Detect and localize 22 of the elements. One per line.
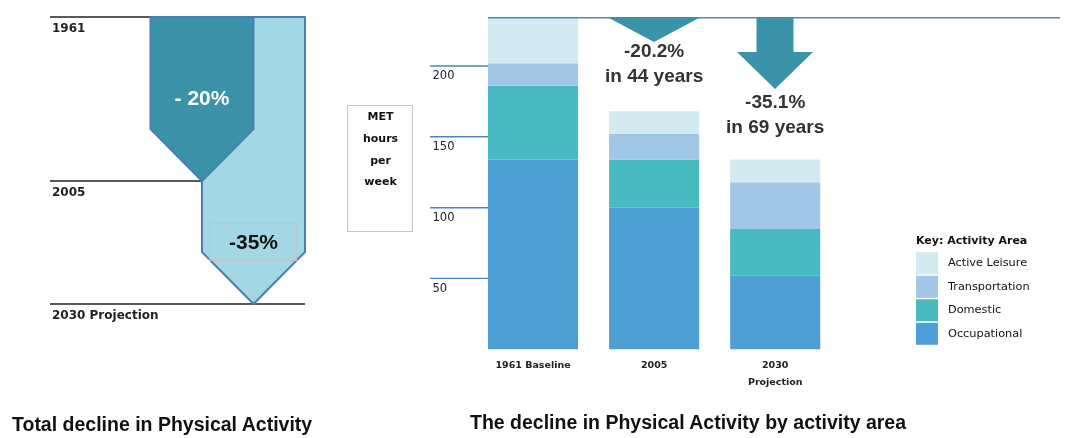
y-tick-label: 150 (432, 139, 455, 154)
legend-label: Domestic (948, 303, 1002, 317)
y-tick-label: 200 (432, 68, 455, 83)
legend-label: Active Leisure (948, 256, 1028, 270)
text: Total decline in Physical Activity (12, 413, 313, 435)
text: 2005 (52, 185, 86, 199)
x-tick-label: 2005 (640, 358, 668, 370)
annotation: -35.1% in 69 years (726, 90, 825, 137)
text: 2030 Projection (52, 308, 159, 322)
y-axis-title: MET hours per week (362, 110, 399, 189)
annotation: -20.2% in 44 years (605, 39, 704, 86)
x-tick-label: 2030 Projection (747, 358, 803, 387)
y-tick-label: 100 (432, 210, 455, 225)
data-label: - 20% (174, 86, 230, 109)
text: 1961 (52, 21, 86, 35)
legend-label: Transportation (947, 279, 1030, 293)
x-tick-label: 1961 Baseline (495, 358, 571, 370)
text: The decline in Physical Activity by activity area (470, 410, 907, 433)
legend-title: Key: Activity Area (916, 234, 1028, 248)
data-label: -35% (228, 229, 279, 253)
y-tick-label: 50 (432, 280, 448, 295)
legend-label: Occupational (948, 326, 1023, 340)
